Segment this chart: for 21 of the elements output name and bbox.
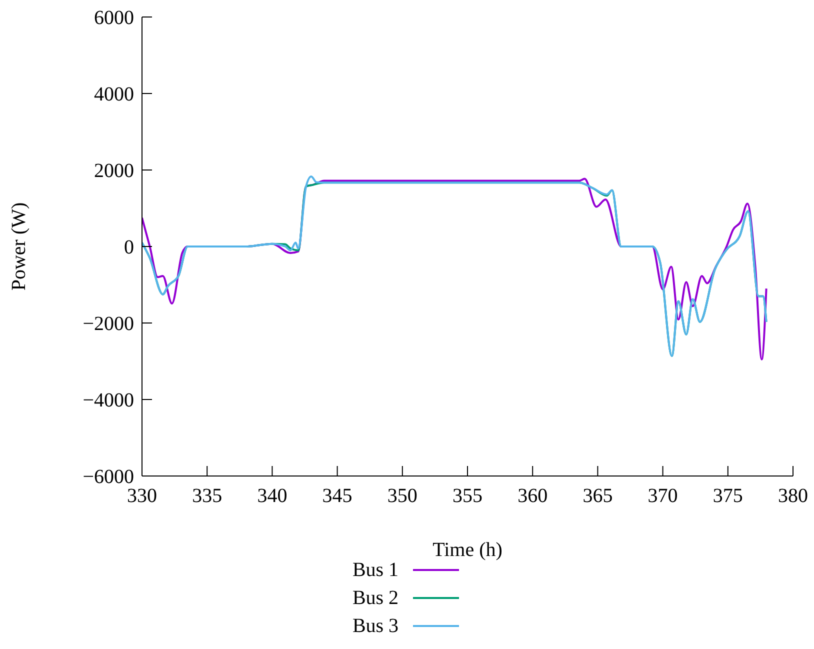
x-tick-label: 360 (518, 485, 548, 508)
y-tick-label: 4000 (94, 84, 134, 106)
legend-label: Bus 1 (352, 558, 399, 582)
y-tick-label: 6000 (94, 7, 134, 30)
x-tick-label: 350 (387, 485, 418, 508)
y-axis-title: Power (W) (8, 202, 30, 291)
y-tick-label: 0 (124, 236, 134, 259)
y-tick-label: 2000 (94, 160, 134, 182)
x-tick-label: 335 (192, 485, 222, 508)
x-tick-label: 365 (582, 485, 613, 508)
x-axis-title: Time (h) (432, 539, 502, 561)
x-tick-label: 370 (648, 485, 678, 508)
x-tick-label: 380 (778, 485, 808, 508)
x-tick-label: 375 (712, 485, 743, 508)
legend-label: Bus 2 (352, 586, 399, 610)
x-tick-label: 345 (322, 485, 352, 508)
y-tick-label: −2000 (82, 313, 134, 336)
x-tick-label: 355 (452, 485, 482, 508)
x-tick-label: 340 (257, 485, 288, 508)
y-tick-label: −4000 (82, 390, 134, 412)
legend-label: Bus 3 (352, 614, 399, 638)
